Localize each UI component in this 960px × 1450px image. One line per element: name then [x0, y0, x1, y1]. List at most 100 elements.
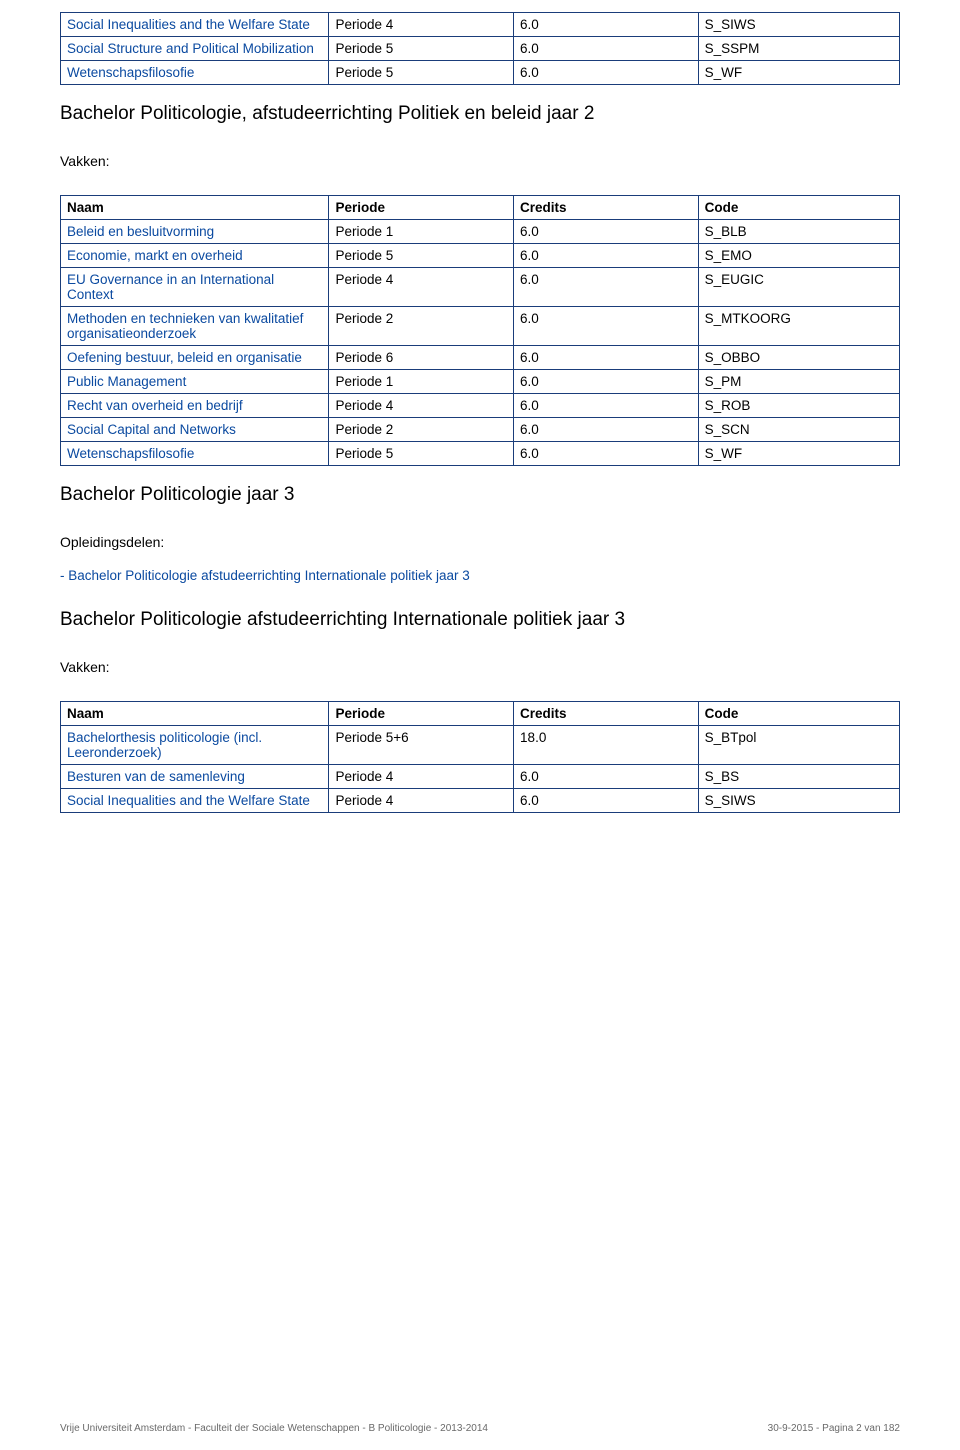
course-periode: Periode 4 [329, 13, 514, 37]
course-name-link[interactable]: Recht van overheid en bedrijf [61, 394, 329, 418]
course-credits: 6.0 [514, 13, 699, 37]
opleidingsdelen-label: Opleidingsdelen: [60, 534, 900, 550]
section-heading-1: Bachelor Politicologie, afstudeerrichtin… [60, 103, 900, 125]
table-row: Public ManagementPeriode 16.0S_PM [61, 370, 900, 394]
course-credits: 6.0 [514, 268, 699, 307]
course-code: S_SCN [698, 418, 899, 442]
course-name-link[interactable]: Social Structure and Political Mobilizat… [61, 37, 329, 61]
course-periode: Periode 4 [329, 789, 514, 813]
course-credits: 6.0 [514, 244, 699, 268]
vakken-label-2: Vakken: [60, 659, 900, 675]
course-code: S_MTKOORG [698, 307, 899, 346]
course-code: S_WF [698, 442, 899, 466]
course-periode: Periode 5 [329, 37, 514, 61]
opleidingsdelen-item-link[interactable]: - Bachelor Politicologie afstudeerrichti… [60, 568, 900, 583]
table-header-row: Naam Periode Credits Code [61, 196, 900, 220]
course-code: S_EUGIC [698, 268, 899, 307]
table-row: Beleid en besluitvormingPeriode 16.0S_BL… [61, 220, 900, 244]
table-row: Methoden en technieken van kwalitatief o… [61, 307, 900, 346]
course-name-link[interactable]: Besturen van de samenleving [61, 765, 329, 789]
course-name-link[interactable]: Wetenschapsfilosofie [61, 442, 329, 466]
course-name-link[interactable]: Methoden en technieken van kwalitatief o… [61, 307, 329, 346]
table-header-row: Naam Periode Credits Code [61, 702, 900, 726]
footer-right: 30-9-2015 - Pagina 2 van 182 [768, 1423, 900, 1434]
course-name-link[interactable]: Social Inequalities and the Welfare Stat… [61, 789, 329, 813]
course-name-link[interactable]: Wetenschapsfilosofie [61, 61, 329, 85]
table-row: Besturen van de samenlevingPeriode 46.0S… [61, 765, 900, 789]
course-credits: 6.0 [514, 418, 699, 442]
table-row: WetenschapsfilosofiePeriode 56.0S_WF [61, 442, 900, 466]
course-credits: 6.0 [514, 370, 699, 394]
course-periode: Periode 5 [329, 61, 514, 85]
course-name-link[interactable]: Beleid en besluitvorming [61, 220, 329, 244]
course-periode: Periode 5 [329, 442, 514, 466]
course-name-link[interactable]: EU Governance in an International Contex… [61, 268, 329, 307]
course-code: S_PM [698, 370, 899, 394]
course-credits: 6.0 [514, 220, 699, 244]
col-header-periode: Periode [329, 702, 514, 726]
page-footer: Vrije Universiteit Amsterdam - Faculteit… [60, 1423, 900, 1434]
course-periode: Periode 4 [329, 394, 514, 418]
course-name-link[interactable]: Social Capital and Networks [61, 418, 329, 442]
course-periode: Periode 2 [329, 307, 514, 346]
course-periode: Periode 4 [329, 268, 514, 307]
course-table-top: Social Inequalities and the Welfare Stat… [60, 12, 900, 85]
col-header-naam: Naam [61, 702, 329, 726]
course-code: S_BTpol [698, 726, 899, 765]
table-row: Recht van overheid en bedrijfPeriode 46.… [61, 394, 900, 418]
course-credits: 6.0 [514, 37, 699, 61]
col-header-credits: Credits [514, 196, 699, 220]
table-row: WetenschapsfilosofiePeriode 56.0S_WF [61, 61, 900, 85]
course-name-link[interactable]: Oefening bestuur, beleid en organisatie [61, 346, 329, 370]
course-periode: Periode 5 [329, 244, 514, 268]
course-name-link[interactable]: Public Management [61, 370, 329, 394]
course-code: S_ROB [698, 394, 899, 418]
course-name-link[interactable]: Economie, markt en overheid [61, 244, 329, 268]
course-code: S_OBBO [698, 346, 899, 370]
course-code: S_SSPM [698, 37, 899, 61]
section-heading-3: Bachelor Politicologie afstudeerrichting… [60, 609, 900, 631]
course-code: S_WF [698, 61, 899, 85]
course-code: S_BS [698, 765, 899, 789]
course-credits: 6.0 [514, 307, 699, 346]
table-row: Social Capital and NetworksPeriode 26.0S… [61, 418, 900, 442]
table-row: EU Governance in an International Contex… [61, 268, 900, 307]
course-name-link[interactable]: Bachelorthesis politicologie (incl. Leer… [61, 726, 329, 765]
course-credits: 6.0 [514, 61, 699, 85]
footer-left: Vrije Universiteit Amsterdam - Faculteit… [60, 1423, 488, 1434]
course-credits: 6.0 [514, 789, 699, 813]
course-periode: Periode 4 [329, 765, 514, 789]
table2-body: Beleid en besluitvormingPeriode 16.0S_BL… [61, 220, 900, 466]
course-credits: 6.0 [514, 346, 699, 370]
table-row: Social Structure and Political Mobilizat… [61, 37, 900, 61]
course-code: S_BLB [698, 220, 899, 244]
table1-body: Social Inequalities and the Welfare Stat… [61, 13, 900, 85]
course-table-2: Naam Periode Credits Code Beleid en besl… [60, 195, 900, 466]
course-periode: Periode 6 [329, 346, 514, 370]
col-header-naam: Naam [61, 196, 329, 220]
vakken-label-1: Vakken: [60, 153, 900, 169]
course-periode: Periode 2 [329, 418, 514, 442]
course-credits: 18.0 [514, 726, 699, 765]
table-row: Bachelorthesis politicologie (incl. Leer… [61, 726, 900, 765]
table-row: Social Inequalities and the Welfare Stat… [61, 13, 900, 37]
course-code: S_SIWS [698, 13, 899, 37]
course-code: S_EMO [698, 244, 899, 268]
course-periode: Periode 1 [329, 370, 514, 394]
col-header-periode: Periode [329, 196, 514, 220]
course-table-3: Naam Periode Credits Code Bachelorthesis… [60, 701, 900, 813]
table-row: Social Inequalities and the Welfare Stat… [61, 789, 900, 813]
col-header-code: Code [698, 702, 899, 726]
table-row: Oefening bestuur, beleid en organisatieP… [61, 346, 900, 370]
course-name-link[interactable]: Social Inequalities and the Welfare Stat… [61, 13, 329, 37]
course-credits: 6.0 [514, 442, 699, 466]
section-heading-2: Bachelor Politicologie jaar 3 [60, 484, 900, 506]
table3-body: Bachelorthesis politicologie (incl. Leer… [61, 726, 900, 813]
course-code: S_SIWS [698, 789, 899, 813]
course-periode: Periode 1 [329, 220, 514, 244]
course-periode: Periode 5+6 [329, 726, 514, 765]
course-credits: 6.0 [514, 765, 699, 789]
col-header-credits: Credits [514, 702, 699, 726]
col-header-code: Code [698, 196, 899, 220]
table-row: Economie, markt en overheidPeriode 56.0S… [61, 244, 900, 268]
